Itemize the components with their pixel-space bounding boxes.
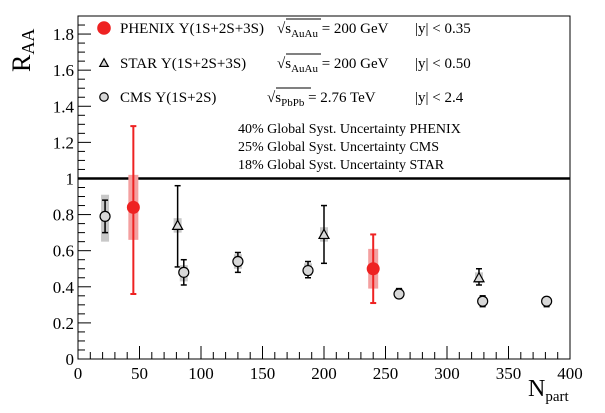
y-axis-label: RAA xyxy=(7,29,38,72)
phenix-legend-energy: √sAuAu = 200 GeV xyxy=(277,21,389,40)
x-tick-label: 100 xyxy=(188,364,214,383)
global-syst-annotation: 18% Global Syst. Uncertainty STAR xyxy=(238,158,445,173)
star-point xyxy=(472,271,485,283)
cms-point xyxy=(302,264,314,277)
x-axis-ticks: 0 50 100 150 200 250 300 350 400 xyxy=(74,346,583,383)
global-syst-annotation: 25% Global Syst. Uncertainty CMS xyxy=(238,140,439,155)
cms-legend-rapidity: |y| < 2.4 xyxy=(415,90,464,106)
cms-point xyxy=(541,295,553,307)
annotations: 40% Global Syst. Uncertainty PHENIX 25% G… xyxy=(238,122,461,173)
cms-point xyxy=(393,288,405,300)
x-tick-label: 400 xyxy=(557,364,583,383)
cms-point xyxy=(232,255,244,268)
y-tick-label: 0.2 xyxy=(53,314,74,333)
cms-point xyxy=(477,295,489,307)
cms-series xyxy=(99,194,553,308)
star-legend-rapidity: |y| < 0.50 xyxy=(415,56,471,72)
y-tick-label: 0 xyxy=(66,350,75,369)
data-series xyxy=(99,125,553,308)
star-point xyxy=(317,228,331,240)
x-tick-label: 300 xyxy=(434,364,460,383)
x-tick-label: 200 xyxy=(311,364,337,383)
cms-point xyxy=(178,266,190,278)
phenix-legend-rapidity: |y| < 0.35 xyxy=(415,21,471,37)
x-tick-label: 350 xyxy=(496,364,522,383)
x-tick-label: 250 xyxy=(373,364,399,383)
phenix-point xyxy=(366,262,380,276)
phenix-legend-marker xyxy=(97,21,111,35)
y-tick-label: 0.8 xyxy=(53,206,74,225)
x-axis-label: Npart xyxy=(528,376,569,405)
star-point xyxy=(171,219,184,231)
cms-legend-name: CMS Υ(1S+2S) xyxy=(120,90,216,106)
star-legend-name: STAR Υ(1S+2S+3S) xyxy=(120,56,246,72)
legend: PHENIX Υ(1S+2S+3S) √sAuAu = 200 GeV |y| < … xyxy=(97,18,471,109)
y-tick-label: 1.6 xyxy=(53,61,74,80)
phenix-legend-name: PHENIX Υ(1S+2S+3S) xyxy=(120,21,264,37)
phenix-point xyxy=(126,200,140,214)
y-tick-label: 1 xyxy=(66,169,75,188)
y-tick-label: 0.4 xyxy=(53,278,75,297)
y-tick-label: 1.4 xyxy=(53,97,75,116)
cms-legend-energy: √sPbPb = 2.76 TeV xyxy=(267,90,376,109)
y-tick-label: 0.6 xyxy=(53,242,74,261)
y-tick-label: 1.2 xyxy=(53,133,74,152)
cms-legend-marker xyxy=(99,92,109,102)
cms-point xyxy=(99,210,111,222)
star-series xyxy=(171,184,485,286)
y-tick-label: 1.8 xyxy=(53,25,74,44)
global-syst-annotation: 40% Global Syst. Uncertainty PHENIX xyxy=(238,122,461,137)
x-tick-label: 150 xyxy=(250,364,276,383)
y-axis-ticks: 0 0.2 0.4 0.6 0.8 1 1.2 1.4 1.6 1.8 xyxy=(53,15,91,369)
star-legend-energy: √sAuAu = 200 GeV xyxy=(277,56,389,75)
x-tick-label: 0 xyxy=(74,364,83,383)
x-tick-label: 50 xyxy=(131,364,148,383)
star-legend-marker xyxy=(98,57,110,68)
phenix-series xyxy=(126,125,380,305)
